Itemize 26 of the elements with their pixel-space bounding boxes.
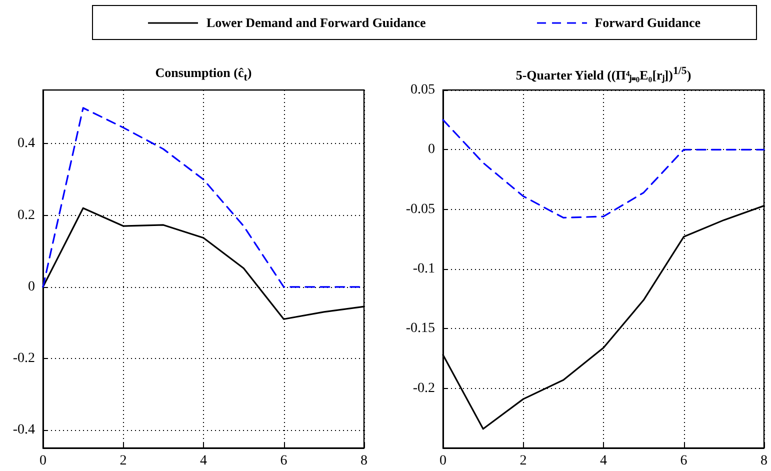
line-series <box>442 119 765 218</box>
x-tick-label: 2 <box>120 454 127 468</box>
x-tick-label: 0 <box>40 454 46 468</box>
y-tick-label: -0.05 <box>406 202 435 217</box>
x-tick-label: 8 <box>360 454 368 468</box>
x-tick-label: 6 <box>680 454 688 468</box>
x-tick-label: 0 <box>440 454 446 468</box>
y-tick-label: -0.2 <box>12 351 35 366</box>
x-tick-label: 6 <box>280 454 288 468</box>
y-tick-label: -0.4 <box>12 422 35 438</box>
x-tick-label: 8 <box>760 454 768 468</box>
x-tick-label: 2 <box>520 454 527 468</box>
x-tick-label: 4 <box>200 454 207 468</box>
y-tick-label: -0.15 <box>406 321 435 336</box>
legend-label: Forward Guidance <box>594 14 701 30</box>
chart-title: 5-Quarter Yield ((Π⁴ⱼ₌₀E₀[rⱼ])$^{1/5}$) <box>514 65 692 84</box>
y-tick-label: 0.4 <box>18 136 35 152</box>
y-tick-label: 0 <box>428 142 435 158</box>
legend-label: Lower Demand and Forward Guidance <box>206 14 426 30</box>
y-tick-label: 0.05 <box>410 82 435 98</box>
x-tick-label: 4 <box>600 454 607 468</box>
y-tick-label: -0.1 <box>412 262 435 276</box>
y-tick-label: -0.2 <box>412 380 435 396</box>
y-tick-label: 0 <box>28 279 35 294</box>
chart-title: Consumption (ĉ$_{t}$) <box>154 65 253 84</box>
y-tick-label: 0.2 <box>18 208 35 223</box>
